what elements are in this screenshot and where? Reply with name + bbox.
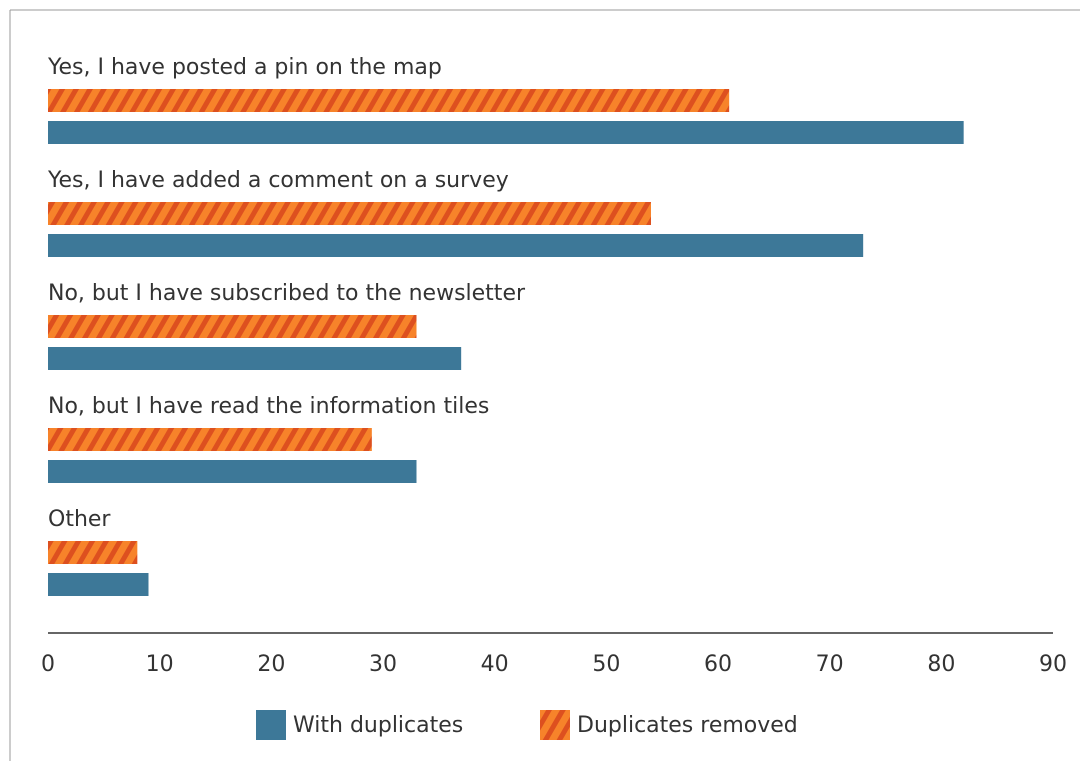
legend-swatch [256, 710, 286, 740]
category-label: Yes, I have added a comment on a survey [47, 168, 509, 193]
x-tick-label: 60 [704, 652, 732, 677]
x-tick-label: 70 [816, 652, 844, 677]
legend-label: Duplicates removed [577, 713, 798, 738]
bar [48, 541, 138, 564]
legend-label: With duplicates [293, 713, 463, 738]
bar [48, 202, 651, 225]
category-label: Yes, I have posted a pin on the map [47, 55, 442, 80]
bar [48, 315, 417, 338]
bar [48, 428, 372, 451]
bar [48, 234, 864, 257]
x-tick-label: 80 [927, 652, 955, 677]
category-label: Other [48, 507, 111, 532]
x-tick-label: 40 [481, 652, 509, 677]
bar [48, 460, 417, 483]
x-tick-label: 50 [592, 652, 620, 677]
x-tick-label: 90 [1039, 652, 1067, 677]
bar [48, 573, 149, 596]
x-tick-label: 10 [146, 652, 174, 677]
category-label: No, but I have read the information tile… [48, 394, 489, 419]
x-tick-label: 0 [41, 652, 55, 677]
bar [48, 89, 730, 112]
x-tick-label: 30 [369, 652, 397, 677]
legend-swatch [540, 710, 570, 740]
x-tick-label: 20 [257, 652, 285, 677]
bar [48, 347, 462, 370]
category-label: No, but I have subscribed to the newslet… [48, 281, 526, 306]
bar [48, 121, 964, 144]
